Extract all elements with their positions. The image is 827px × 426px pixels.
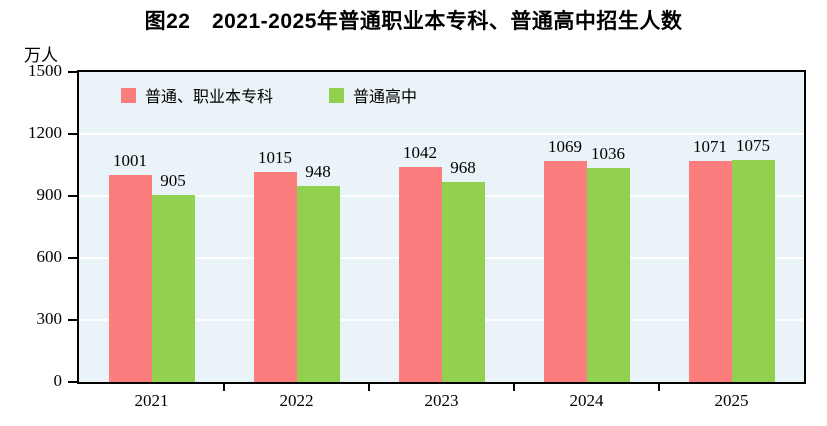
y-axis-tick [68, 133, 77, 135]
plot-area: 普通、职业本专科 普通高中 1001 905 1015 948 1042 968 1069 10… [77, 70, 806, 384]
x-axis-tick [658, 384, 660, 391]
x-axis-tick [513, 384, 515, 391]
y-axis-tick [68, 257, 77, 259]
x-axis-label: 2024 [569, 391, 604, 410]
bar-series2 [151, 194, 195, 382]
bar-value-label: 1071 [693, 136, 727, 156]
legend: 普通、职业本专科 普通高中 [121, 83, 417, 107]
bar-value-label: 1069 [548, 137, 582, 157]
bar-value-label: 1015 [258, 148, 292, 168]
bar-series1 [688, 160, 732, 382]
bar-series2 [441, 181, 485, 382]
bar-series2 [731, 159, 775, 382]
bar-value-label: 948 [305, 162, 331, 182]
chart-title: 图22 2021-2025年普通职业本专科、普通高中招生人数 [144, 10, 683, 33]
legend-label: 普通、职业本专科 [145, 89, 274, 106]
y-axis-unit-label: 万人 [24, 46, 58, 65]
y-axis-tick-label: 900 [36, 185, 63, 204]
y-axis-tick-label: 300 [36, 309, 63, 328]
bar-series1 [543, 161, 587, 382]
bar-value-label: 968 [450, 157, 476, 177]
legend-swatch [121, 87, 136, 103]
y-axis-tick [68, 381, 77, 383]
gridline [79, 133, 804, 135]
x-axis-label: 2025 [714, 391, 749, 410]
legend-item: 普通、职业本专科 [121, 83, 273, 107]
y-axis-tick [68, 319, 77, 321]
legend-swatch [329, 87, 345, 103]
legend-item: 普通高中 [329, 83, 417, 107]
bar-series1 [108, 175, 152, 382]
y-axis-tick-label: 0 [53, 371, 63, 390]
y-axis-tick-label: 600 [36, 247, 63, 266]
x-axis-label: 2021 [134, 391, 169, 410]
x-axis-tick [223, 384, 225, 391]
x-axis-label: 2023 [424, 391, 459, 410]
bar-series2 [296, 186, 340, 382]
y-axis-tick [68, 71, 77, 73]
x-axis-tick [368, 384, 370, 391]
bar-value-label: 1036 [591, 143, 625, 163]
bar-value-label: 1075 [736, 135, 770, 155]
y-axis-tick-label: 1500 [28, 61, 62, 80]
bar-series2 [586, 167, 630, 382]
legend-label: 普通高中 [353, 89, 418, 106]
bar-series1 [398, 166, 442, 382]
bar-value-label: 905 [160, 170, 186, 190]
y-axis-tick [68, 195, 77, 197]
x-axis-label: 2022 [279, 391, 314, 410]
bar-series1 [253, 172, 297, 382]
bar-value-label: 1042 [403, 142, 437, 162]
y-axis-tick-label: 1200 [28, 123, 62, 142]
bar-value-label: 1001 [113, 151, 147, 171]
